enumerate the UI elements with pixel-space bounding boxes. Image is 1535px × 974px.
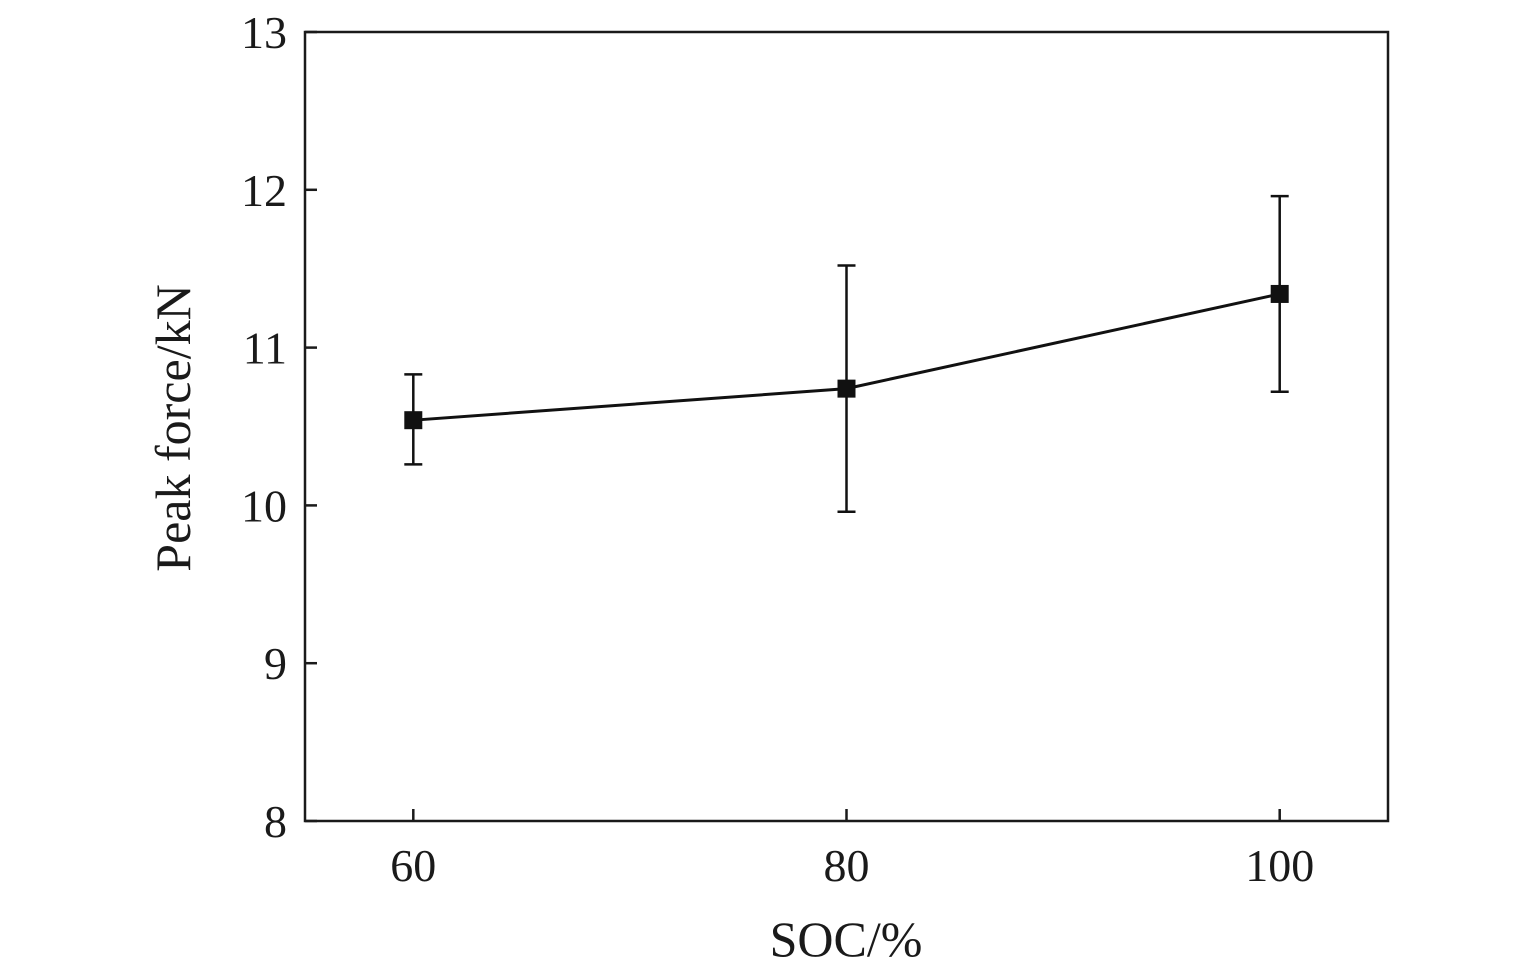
data-point-marker: [837, 379, 856, 398]
data-point-marker: [404, 411, 423, 430]
x-axis-ticks: 60 80 100: [390, 809, 1314, 891]
x-tick-label: 100: [1245, 840, 1314, 891]
series-layer: [404, 194, 1289, 513]
y-tick-label: 13: [241, 7, 287, 58]
y-tick-label: 12: [241, 165, 287, 216]
y-axis-label: Peak force/kN: [145, 284, 201, 571]
y-tick-label: 8: [264, 796, 287, 847]
y-tick-label: 11: [243, 323, 287, 374]
y-tick-label: 10: [241, 480, 287, 531]
x-tick-label: 80: [824, 840, 870, 891]
y-tick-label: 9: [264, 638, 287, 689]
data-point-marker: [1270, 284, 1289, 303]
x-tick-label: 60: [390, 840, 436, 891]
y-axis-ticks: 8 9 10 11 12 13: [241, 7, 317, 847]
x-axis-label: SOC/%: [770, 911, 923, 967]
